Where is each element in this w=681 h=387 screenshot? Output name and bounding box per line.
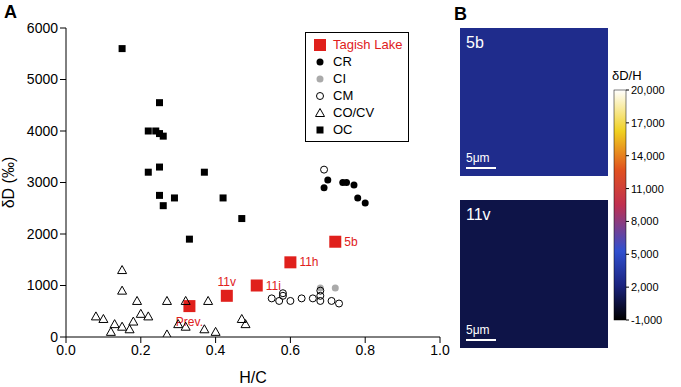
svg-text:5b: 5b: [344, 235, 358, 249]
svg-text:11,000: 11,000: [631, 183, 664, 195]
svg-text:Prev.: Prev.: [175, 315, 203, 330]
svg-text:0.6: 0.6: [281, 342, 301, 358]
svg-text:14,000: 14,000: [631, 150, 665, 162]
svg-text:8,000: 8,000: [631, 215, 659, 227]
svg-text:0: 0: [50, 329, 58, 345]
svg-text:0.4: 0.4: [206, 342, 226, 358]
html-text:CR: CR: [333, 54, 352, 69]
svg-text:11v: 11v: [218, 275, 236, 289]
svg-text:11h: 11h: [299, 255, 318, 269]
svg-text:5000: 5000: [27, 71, 58, 87]
html-text:OC: OC: [333, 122, 353, 137]
svg-text:6000: 6000: [27, 20, 58, 36]
svg-text:B: B: [454, 4, 467, 24]
svg-text:-1,000: -1,000: [631, 314, 662, 326]
svg-text:δD/H: δD/H: [612, 68, 642, 83]
svg-text:2000: 2000: [27, 226, 58, 242]
svg-text:5μm: 5μm: [466, 151, 490, 165]
svg-text:0.8: 0.8: [355, 342, 375, 358]
html-text:CO/CV: CO/CV: [333, 105, 375, 120]
svg-text:1000: 1000: [27, 277, 58, 293]
svg-text:5,000: 5,000: [631, 248, 659, 260]
svg-text:17,000: 17,000: [631, 117, 665, 129]
svg-text:5μm: 5μm: [466, 323, 490, 337]
svg-text:H/C: H/C: [239, 369, 267, 386]
svg-text:5b: 5b: [466, 34, 484, 51]
svg-text:2,000: 2,000: [631, 281, 659, 293]
svg-text:20,000: 20,000: [631, 84, 665, 96]
svg-text:11i: 11i: [266, 279, 281, 293]
svg-text:0.2: 0.2: [131, 342, 151, 358]
html-text:CI: CI: [333, 71, 346, 86]
svg-text:δD (‰): δD (‰): [0, 157, 17, 209]
html-text:A: A: [4, 2, 17, 22]
svg-text:11v: 11v: [466, 206, 491, 223]
html-text:Tagish Lake: Tagish Lake: [333, 37, 403, 52]
svg-text:1.0: 1.0: [430, 342, 450, 358]
svg-text:4000: 4000: [27, 123, 58, 139]
svg-text:3000: 3000: [27, 174, 58, 190]
svg-text:0.0: 0.0: [56, 342, 76, 358]
html-text:CM: CM: [333, 88, 354, 103]
